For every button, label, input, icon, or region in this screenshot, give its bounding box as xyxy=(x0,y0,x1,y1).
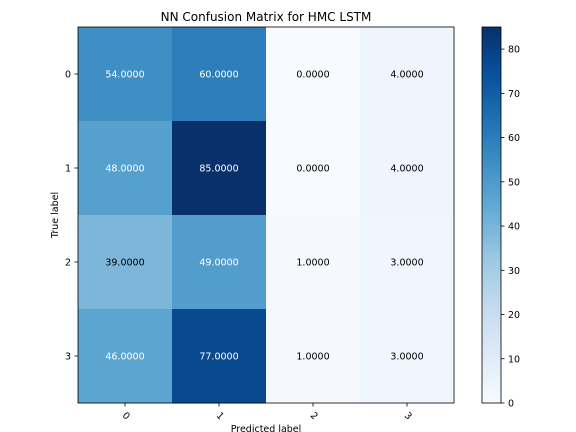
cell-value-label: 3.0000 xyxy=(390,258,423,269)
heatmap-cell xyxy=(266,309,361,404)
heatmap-cell xyxy=(78,121,173,216)
cell-value-label: 3.0000 xyxy=(390,352,423,363)
heatmap-cell xyxy=(172,27,267,122)
x-tick-label: 1 xyxy=(214,410,226,422)
x-axis-ticks: 0 1 2 3 xyxy=(120,403,414,422)
cell-value-label: 1.0000 xyxy=(296,352,329,363)
heatmap-cell xyxy=(78,27,173,122)
colorbar-tick-label: 30 xyxy=(508,266,520,277)
cell-value-label: 49.0000 xyxy=(199,258,238,269)
y-axis-label: True label xyxy=(50,192,61,239)
colorbar-tick-label: 80 xyxy=(508,45,520,56)
heatmap-cell xyxy=(360,309,455,404)
cell-value-label: 1.0000 xyxy=(296,258,329,269)
heatmap-cell xyxy=(172,309,267,404)
heatmap-cell xyxy=(172,121,267,216)
colorbar-tick-label: 60 xyxy=(508,133,520,144)
colorbar-tick-label: 50 xyxy=(508,177,520,188)
colorbar-ticks: 0 10 20 30 40 50 60 70 80 xyxy=(501,45,520,410)
heatmap-cell xyxy=(78,215,173,310)
plot-frame xyxy=(77,26,455,404)
cell-value-label: 39.0000 xyxy=(105,258,144,269)
x-tick-label: 2 xyxy=(308,410,320,422)
colorbar-tick-label: 70 xyxy=(508,89,520,100)
y-tick-label: 0 xyxy=(65,70,71,81)
x-tick-label: 3 xyxy=(402,410,414,422)
cell-value-label: 4.0000 xyxy=(390,70,423,81)
y-tick-label: 2 xyxy=(65,258,71,269)
cell-value-label: 48.0000 xyxy=(105,164,144,175)
colorbar-tick-label: 10 xyxy=(508,354,520,365)
y-tick-label: 1 xyxy=(65,164,71,175)
y-tick-label: 3 xyxy=(65,352,71,363)
heatmap-cells xyxy=(78,27,455,404)
cell-value-label: 85.0000 xyxy=(199,164,238,175)
heatmap-cell xyxy=(266,121,361,216)
heatmap-cell xyxy=(266,215,361,310)
x-axis-label: Predicted label xyxy=(231,424,302,432)
cell-value-label: 46.0000 xyxy=(105,352,144,363)
colorbar xyxy=(481,26,502,404)
heatmap-cell xyxy=(360,121,455,216)
cell-value-label: 0.0000 xyxy=(296,70,329,81)
cell-value-label: 4.0000 xyxy=(390,164,423,175)
y-axis-ticks: 0 1 2 3 xyxy=(65,70,78,363)
cell-value-label: 0.0000 xyxy=(296,164,329,175)
colorbar-tick-label: 0 xyxy=(508,399,514,410)
colorbar-tick-label: 20 xyxy=(508,310,520,321)
cell-value-label: 77.0000 xyxy=(199,352,238,363)
x-tick-label: 0 xyxy=(120,410,132,422)
chart-title: NN Confusion Matrix for HMC LSTM xyxy=(161,10,372,24)
cell-value-label: 60.0000 xyxy=(199,70,238,81)
heatmap-cell xyxy=(172,215,267,310)
heatmap-cell xyxy=(360,215,455,310)
heatmap-cell xyxy=(266,27,361,122)
heatmap-cell-labels: 54.0000 60.0000 0.0000 4.0000 48.0000 85.0000… xyxy=(105,70,423,363)
cell-value-label: 54.0000 xyxy=(105,70,144,81)
heatmap-cell xyxy=(78,309,173,404)
colorbar-tick-label: 40 xyxy=(508,222,520,233)
heatmap-cell xyxy=(360,27,455,122)
